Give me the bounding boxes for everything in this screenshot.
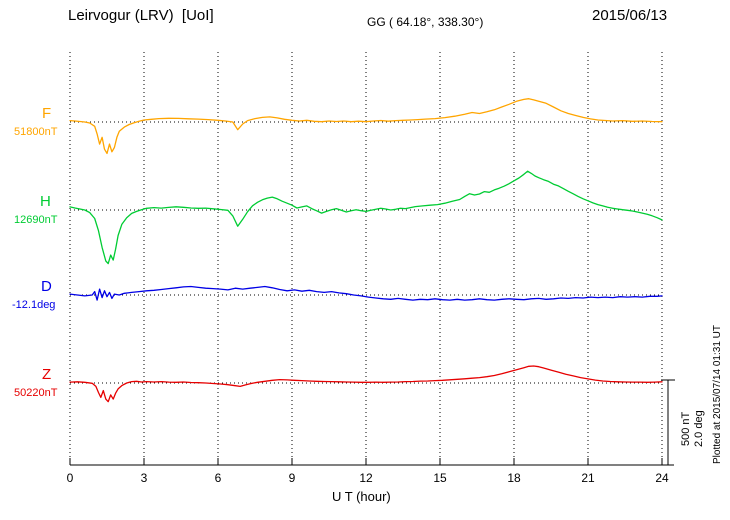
x-tick-label: 18 [507, 471, 521, 485]
trace-baseline-value-F: 51800nT [14, 126, 58, 138]
scale-bar-nt-label: 500 nT [680, 411, 692, 446]
trace-label-F: F [42, 105, 52, 122]
x-tick-label: 3 [141, 471, 148, 485]
trace-label-D: D [41, 278, 52, 295]
trace-Z [69, 365, 663, 403]
scale-bar-deg-label: 2.0 deg [693, 410, 705, 447]
trace-baseline-value-Z: 50220nT [14, 387, 58, 399]
x-tick-label: 15 [433, 471, 447, 485]
trace-label-Z: Z [42, 366, 52, 383]
x-tick-label: 0 [67, 471, 74, 485]
trace-label-H: H [40, 193, 51, 210]
station-title: Leirvogur (LRV) [UoI] [68, 7, 214, 24]
x-tick-label: 6 [215, 471, 222, 485]
trace-H [69, 170, 663, 265]
trace-baseline-value-D: -12.1deg [12, 299, 56, 311]
trace-baseline-value-H: 12690nT [14, 214, 58, 226]
x-tick-label: 21 [581, 471, 595, 485]
x-tick-label: 9 [289, 471, 296, 485]
trace-D [69, 285, 663, 301]
plot-date: 2015/06/13 [592, 7, 668, 24]
x-tick-label: 24 [655, 471, 669, 485]
x-axis-title: U T (hour) [332, 489, 391, 504]
trace-F [69, 98, 663, 155]
geo-coordinates: GG ( 64.18°, 338.30°) [367, 15, 484, 29]
plot-timestamp-note: Plotted at 2015/07/14 01:31 UT [712, 325, 723, 464]
x-tick-label: 12 [359, 471, 373, 485]
